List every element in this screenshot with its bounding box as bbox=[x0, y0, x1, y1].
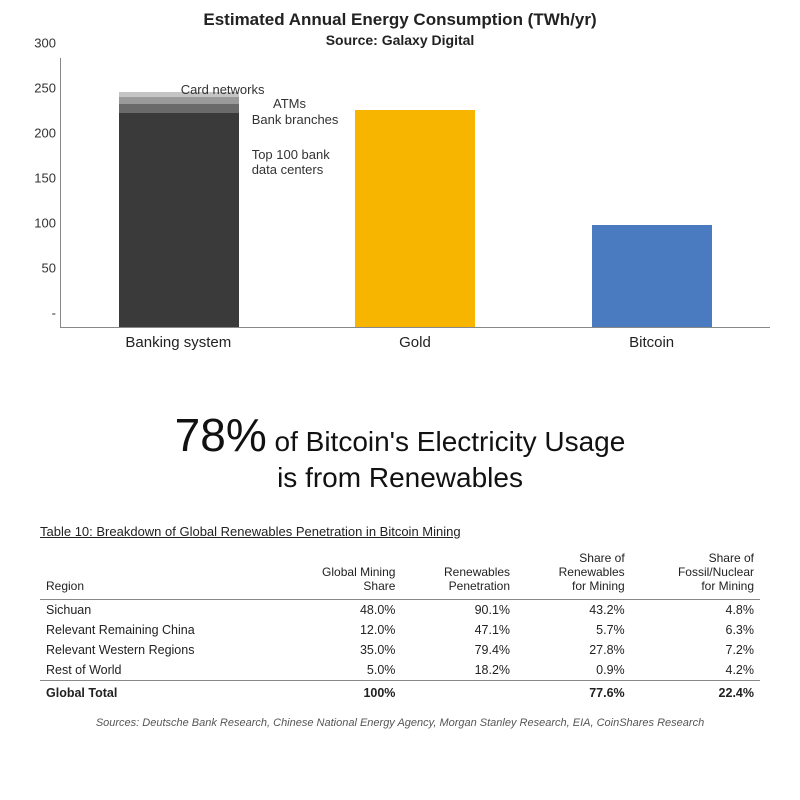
table-cell: 47.1% bbox=[401, 620, 516, 640]
table-cell: 0.9% bbox=[516, 660, 631, 681]
table-cell: Sichuan bbox=[40, 600, 276, 621]
table-cell: 43.2% bbox=[516, 600, 631, 621]
bar-segment bbox=[355, 110, 475, 327]
bar bbox=[355, 110, 475, 327]
table-cell: 5.0% bbox=[276, 660, 401, 681]
table-cell: 4.8% bbox=[631, 600, 760, 621]
table-row: Sichuan48.0%90.1%43.2%4.8% bbox=[40, 600, 760, 621]
x-label: Bitcoin bbox=[582, 328, 722, 351]
chart-annotation: ATMs bbox=[273, 96, 306, 111]
y-tick: 100 bbox=[34, 216, 56, 231]
table-cell: 7.2% bbox=[631, 640, 760, 660]
table-header-cell: RenewablesPenetration bbox=[401, 547, 516, 600]
bar-segment bbox=[119, 104, 239, 113]
chart-annotation: Top 100 bankdata centers bbox=[252, 147, 330, 177]
table-row: Rest of World5.0%18.2%0.9%4.2% bbox=[40, 660, 760, 681]
chart-plot bbox=[60, 58, 770, 328]
headline-line1-rest: of Bitcoin's Electricity Usage bbox=[267, 426, 626, 457]
table-header-row: RegionGlobal MiningShareRenewablesPenetr… bbox=[40, 547, 760, 600]
headline-percent: 78% bbox=[175, 409, 267, 461]
table-title: Table 10: Breakdown of Global Renewables… bbox=[40, 524, 760, 539]
headline-line2: is from Renewables bbox=[40, 462, 760, 494]
table-cell: 100% bbox=[276, 681, 401, 704]
chart-subtitle: Source: Galaxy Digital bbox=[0, 32, 800, 48]
bar-segment bbox=[119, 113, 239, 327]
y-tick: 250 bbox=[34, 81, 56, 96]
bar bbox=[119, 92, 239, 327]
bar-slot bbox=[345, 110, 485, 327]
table-sources: Sources: Deutsche Bank Research, Chinese… bbox=[40, 717, 760, 729]
y-tick: 50 bbox=[42, 261, 56, 276]
table-cell: 22.4% bbox=[631, 681, 760, 704]
table-cell: 18.2% bbox=[401, 660, 516, 681]
table-header-cell: Share ofRenewablesfor Mining bbox=[516, 547, 631, 600]
table-cell: Relevant Western Regions bbox=[40, 640, 276, 660]
x-axis-labels: Banking system Gold Bitcoin bbox=[60, 328, 770, 358]
table-cell: 35.0% bbox=[276, 640, 401, 660]
table-header-cell: Share ofFossil/Nuclearfor Mining bbox=[631, 547, 760, 600]
y-tick: 300 bbox=[34, 36, 56, 51]
x-label: Banking system bbox=[108, 328, 248, 351]
table-cell: Rest of World bbox=[40, 660, 276, 681]
table-header-cell: Global MiningShare bbox=[276, 547, 401, 600]
headline-stat: 78% of Bitcoin's Electricity Usage is fr… bbox=[40, 408, 760, 494]
table-header-cell: Region bbox=[40, 547, 276, 600]
bar-segment bbox=[592, 225, 712, 327]
chart-header: Estimated Annual Energy Consumption (TWh… bbox=[0, 0, 800, 48]
table-row: Relevant Western Regions35.0%79.4%27.8%7… bbox=[40, 640, 760, 660]
y-axis: -50100150200250300 bbox=[22, 58, 60, 328]
table-cell: Global Total bbox=[40, 681, 276, 704]
table-cell: 6.3% bbox=[631, 620, 760, 640]
table-body: Sichuan48.0%90.1%43.2%4.8%Relevant Remai… bbox=[40, 600, 760, 704]
bar-slot bbox=[582, 225, 722, 327]
y-tick: 200 bbox=[34, 126, 56, 141]
table-cell: 48.0% bbox=[276, 600, 401, 621]
bar-slot bbox=[109, 92, 249, 327]
table-cell: 90.1% bbox=[401, 600, 516, 621]
bar bbox=[592, 225, 712, 327]
table-cell bbox=[401, 681, 516, 704]
table-total-row: Global Total100% 77.6%22.4% bbox=[40, 681, 760, 704]
table-cell: 79.4% bbox=[401, 640, 516, 660]
y-tick: - bbox=[52, 306, 56, 321]
chart-annotation: Bank branches bbox=[252, 112, 339, 127]
renewables-table: RegionGlobal MiningShareRenewablesPenetr… bbox=[40, 547, 760, 703]
table-cell: 5.7% bbox=[516, 620, 631, 640]
x-label: Gold bbox=[345, 328, 485, 351]
table-cell: Relevant Remaining China bbox=[40, 620, 276, 640]
bar-segment bbox=[119, 97, 239, 104]
energy-chart: -50100150200250300 Banking systemGoldBit… bbox=[60, 58, 770, 358]
table-cell: 77.6% bbox=[516, 681, 631, 704]
table-row: Relevant Remaining China12.0%47.1%5.7%6.… bbox=[40, 620, 760, 640]
table-cell: 12.0% bbox=[276, 620, 401, 640]
chart-title: Estimated Annual Energy Consumption (TWh… bbox=[0, 10, 800, 30]
y-tick: 150 bbox=[34, 171, 56, 186]
table-cell: 27.8% bbox=[516, 640, 631, 660]
renewables-table-wrap: Table 10: Breakdown of Global Renewables… bbox=[40, 524, 760, 729]
chart-annotation: Card networks bbox=[181, 82, 265, 97]
table-cell: 4.2% bbox=[631, 660, 760, 681]
